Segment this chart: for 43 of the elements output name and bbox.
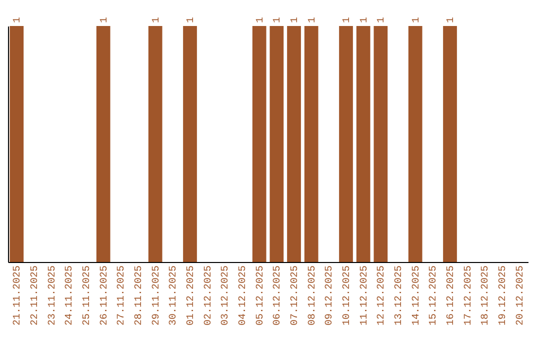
data-label: 1 [342,16,353,23]
data-label: 1 [359,16,370,23]
x-tick-label: 10.12.2025 [342,266,353,326]
x-tick-label: 16.12.2025 [446,266,457,326]
data-label: 1 [255,16,266,23]
x-tick-label: 17.12.2025 [463,266,474,326]
data-label: 1 [12,16,24,23]
x-tick-label: 15.12.2025 [428,266,440,326]
x-tick-label: 13.12.2025 [394,266,405,326]
x-tick-label: 22.11.2025 [30,266,41,326]
x-tick-label: 12.12.2025 [376,266,388,326]
data-label: 1 [376,16,388,23]
x-tick-label: 07.12.2025 [290,266,301,326]
x-tick-label: 06.12.2025 [272,266,284,326]
x-tick-label: 01.12.2025 [186,266,197,326]
data-label: 1 [151,16,162,23]
x-tick-label: 27.11.2025 [116,266,128,326]
x-tick-label: 11.12.2025 [359,266,370,326]
x-tick-label: 04.12.2025 [238,266,249,326]
x-tick-label: 29.11.2025 [151,266,162,326]
x-tick-label: 03.12.2025 [220,266,232,326]
x-tick-label: 08.12.2025 [307,266,318,326]
x-tick-label: 20.12.2025 [515,266,526,326]
x-tick-label: 09.12.2025 [324,266,336,326]
data-label: 1 [307,16,318,23]
x-tick-label: 02.12.2025 [203,266,214,326]
x-tick-label: 30.11.2025 [168,266,180,326]
x-tick-label: 24.11.2025 [64,266,76,326]
data-label: 1 [186,16,197,23]
x-tick-label: 26.11.2025 [99,266,110,326]
x-tick-label: 19.12.2025 [498,266,509,326]
data-label: 1 [411,16,422,23]
x-tick-label: 21.11.2025 [12,266,24,326]
data-label: 1 [272,16,284,23]
x-tick-label: 05.12.2025 [255,266,266,326]
x-tick-label: 23.11.2025 [47,266,58,326]
data-label: 1 [446,16,457,23]
x-tick-label: 28.11.2025 [134,266,145,326]
x-tick-label: 14.12.2025 [411,266,422,326]
x-tick-label: 25.11.2025 [82,266,93,326]
data-label: 1 [99,16,110,23]
data-label: 1 [290,16,301,23]
x-tick-label: 18.12.2025 [480,266,492,326]
